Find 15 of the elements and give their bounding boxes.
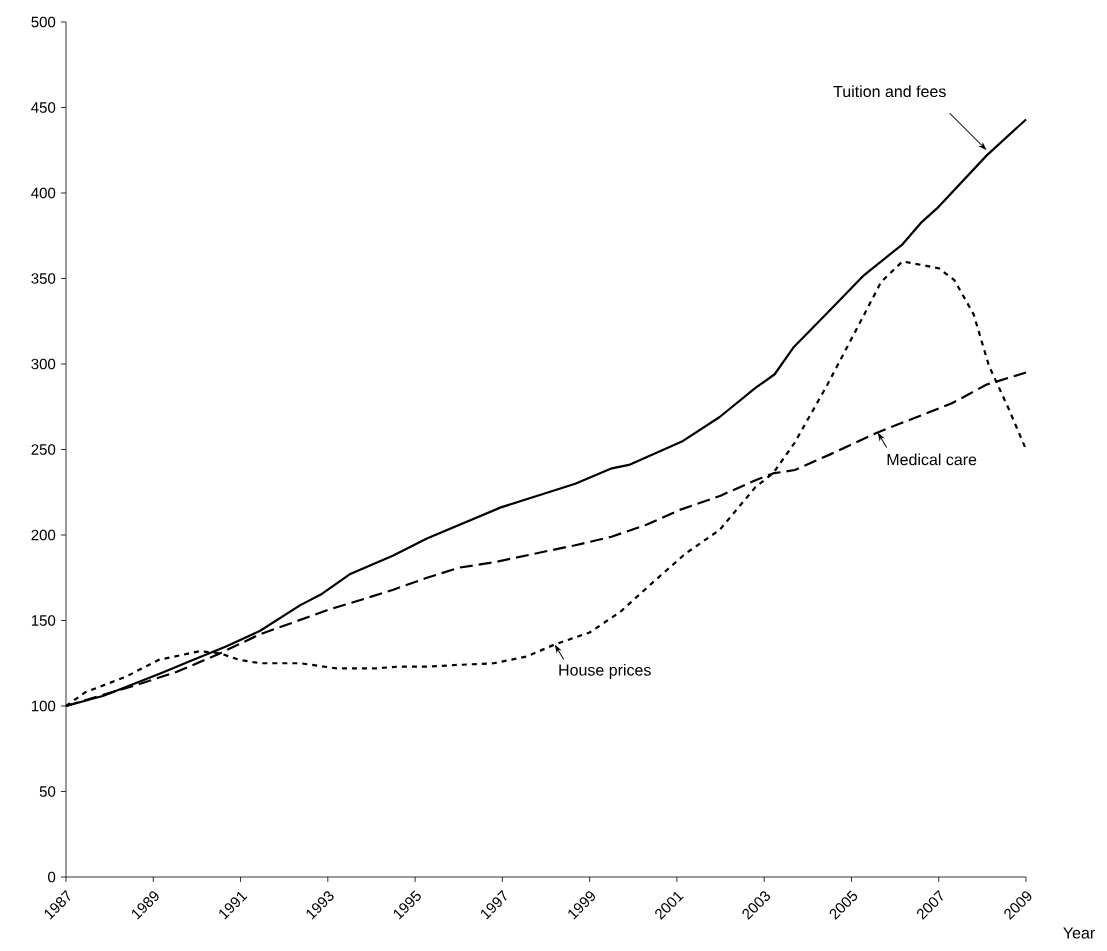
- y-tick-label: 150: [31, 615, 56, 626]
- y-tick-label: 400: [31, 187, 56, 199]
- annotation: Medical care: [887, 453, 977, 466]
- y-tick-label: 450: [31, 102, 56, 113]
- y-tick-label: 0: [48, 871, 56, 883]
- y-tick-label: 500: [31, 16, 56, 28]
- y-tick-label: 100: [31, 700, 56, 712]
- x-axis-title: Year: [1063, 927, 1095, 939]
- annotation: House prices: [559, 663, 651, 679]
- y-tick-label: 200: [31, 529, 56, 541]
- y-tick-label: 300: [31, 358, 56, 370]
- y-tick-label: 250: [31, 444, 56, 455]
- annotation: Tuition and fees: [833, 85, 946, 98]
- y-tick-label: 350: [31, 273, 56, 284]
- y-tick-label: 50: [39, 786, 56, 797]
